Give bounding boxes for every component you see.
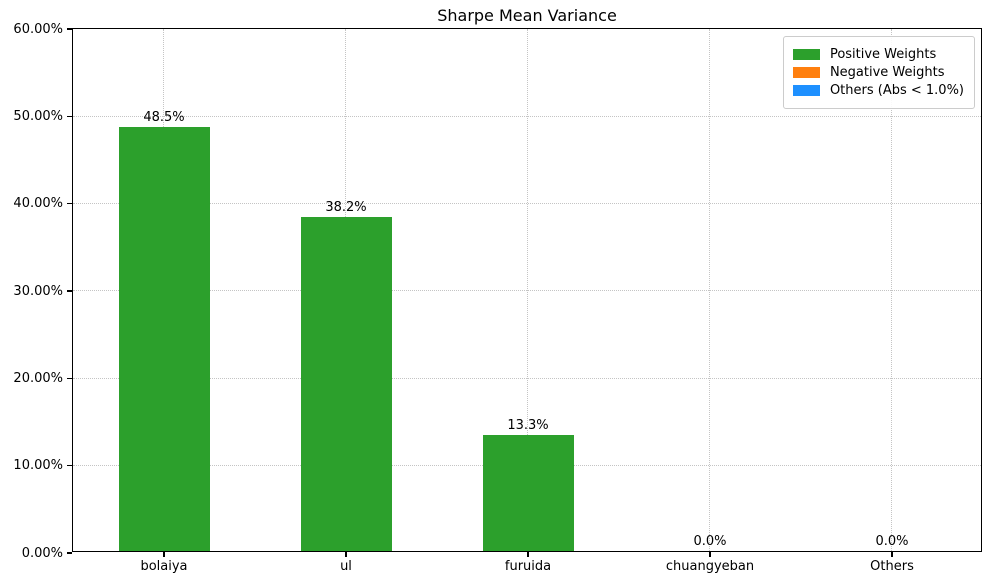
grid-line-horizontal <box>73 377 981 379</box>
bar-value-label: 13.3% <box>507 417 549 433</box>
bar-value-label: 38.2% <box>325 200 367 216</box>
x-tick-label: Others <box>870 559 914 574</box>
y-axis-tick <box>66 377 72 379</box>
x-tick-label: chuangyeban <box>665 559 755 574</box>
grid-line-vertical <box>527 29 529 551</box>
legend-label: Positive Weights <box>829 47 937 62</box>
y-tick-label: 10.00% <box>13 458 63 474</box>
x-axis-tick <box>527 552 529 557</box>
legend-item-negative-weights: Negative Weights <box>792 65 964 80</box>
bar-value-label: 48.5% <box>143 110 185 126</box>
chart-title: Sharpe Mean Variance <box>437 6 617 25</box>
grid-line-horizontal <box>73 115 981 117</box>
grid-line-vertical <box>891 29 893 551</box>
grid-line-horizontal <box>73 290 981 292</box>
y-axis-tick <box>66 465 72 467</box>
bar-value-label: 0.0% <box>875 534 909 549</box>
plot-area: 48.5% 38.2% 13.3% 0.0% 0.0% 0.00% 10.00% 20.00… <box>13 22 982 574</box>
y-tick-label: 0.00% <box>21 545 63 561</box>
y-tick-label: 40.00% <box>13 196 63 212</box>
y-tick-label: 60.00% <box>13 21 63 37</box>
x-axis-tick <box>891 552 893 557</box>
bar-bolaiya <box>118 127 210 551</box>
bar-value-label: 0.0% <box>693 534 727 549</box>
x-axis-tick <box>163 552 165 557</box>
legend-item-others: Others (Abs < 1.0%) <box>792 83 964 98</box>
x-axis-tick <box>709 552 711 557</box>
y-axis-tick <box>66 115 72 117</box>
bar-furuida <box>482 434 574 551</box>
x-tick-label: ul <box>340 559 352 574</box>
grid-line-vertical <box>709 29 711 551</box>
legend-label: Negative Weights <box>829 65 945 80</box>
y-axis-tick <box>66 203 72 205</box>
x-tick-label: furuida <box>504 559 552 574</box>
y-tick-label: 30.00% <box>13 283 63 299</box>
y-axis-tick <box>66 290 72 292</box>
x-tick-label: bolaiya <box>140 559 188 574</box>
positive-weights-swatch-icon <box>792 49 820 60</box>
legend-item-positive-weights: Positive Weights <box>792 47 964 62</box>
y-axis-tick <box>66 552 72 554</box>
others-swatch-icon <box>792 85 820 96</box>
x-axis-tick <box>345 552 347 557</box>
grid-line-horizontal <box>73 203 981 205</box>
legend: Positive Weights Negative Weights Others… <box>782 36 975 109</box>
legend-label: Others (Abs < 1.0%) <box>829 83 964 98</box>
bar-ul <box>300 217 392 551</box>
y-tick-label: 50.00% <box>13 108 63 124</box>
negative-weights-swatch-icon <box>792 67 820 78</box>
y-axis-tick <box>66 28 72 30</box>
y-tick-label: 20.00% <box>13 370 63 386</box>
